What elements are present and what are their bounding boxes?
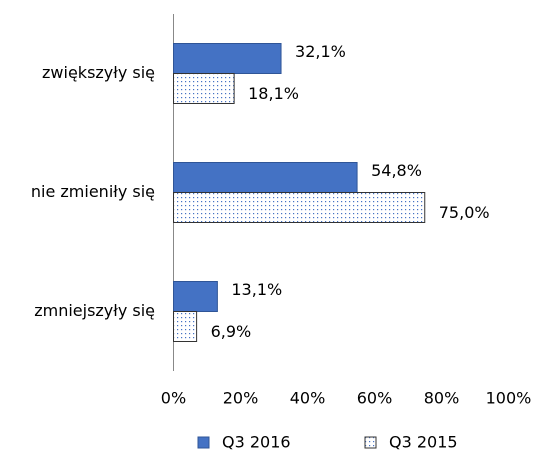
bar xyxy=(173,192,426,223)
bar xyxy=(173,281,218,312)
bar xyxy=(173,43,282,74)
legend-label: Q3 2016 xyxy=(222,433,291,452)
x-tick-label: 40% xyxy=(290,389,326,408)
value-label: 54,8% xyxy=(371,161,422,180)
bar xyxy=(173,73,235,104)
x-tick-label: 100% xyxy=(486,389,532,408)
value-label: 32,1% xyxy=(295,42,346,61)
category-label: zwiększyły się xyxy=(42,63,155,82)
legend-swatch xyxy=(364,436,377,449)
value-label: 13,1% xyxy=(231,280,282,299)
category-label: nie zmieniły się xyxy=(31,182,155,201)
category-label: zmniejszyły się xyxy=(34,301,155,320)
x-tick-label: 20% xyxy=(223,389,259,408)
bar xyxy=(173,311,198,342)
value-label: 75,0% xyxy=(439,203,490,222)
value-label: 6,9% xyxy=(211,322,252,341)
legend-label: Q3 2015 xyxy=(389,433,458,452)
legend-swatch xyxy=(197,436,210,449)
x-tick-label: 0% xyxy=(161,389,186,408)
x-tick-label: 60% xyxy=(357,389,393,408)
bar xyxy=(173,162,358,193)
x-tick-label: 80% xyxy=(424,389,460,408)
value-label: 18,1% xyxy=(248,84,299,103)
